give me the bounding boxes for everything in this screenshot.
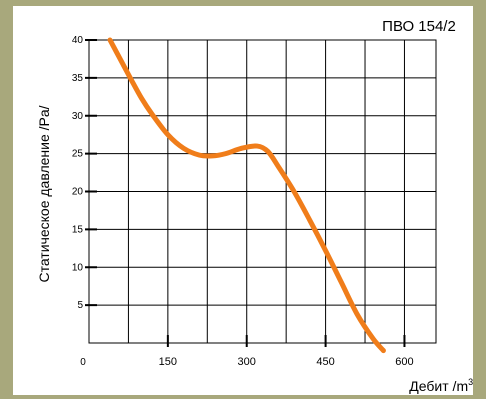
y-tick-label: 35	[72, 73, 84, 84]
chart-panel: 5 10 15 20 25 30 35 40 0 150 300 450 600 ПВО 154/2 С…	[13, 6, 473, 395]
y-tick-label: 25	[72, 149, 84, 160]
y-tick-label: 30	[72, 111, 84, 122]
chart-title: ПВО 154/2	[382, 18, 456, 35]
y-tick-label: 20	[72, 187, 84, 198]
x-tick-label: 0	[80, 357, 86, 368]
y-tick-label: 40	[72, 35, 84, 46]
x-tick-label: 600	[395, 356, 413, 368]
y-tick-label: 10	[72, 262, 84, 273]
x-tick-label: 450	[316, 356, 334, 368]
x-tick-label: 150	[159, 356, 177, 368]
y-axis-label: Статическое давление /Pa/	[36, 105, 52, 282]
y-tick-label: 15	[72, 224, 84, 235]
x-axis-label: Дебит /m3/h/	[409, 377, 473, 394]
pressure-flow-chart: 5 10 15 20 25 30 35 40 0 150 300 450 600 ПВО 154/2 С…	[36, 18, 473, 394]
series-line	[107, 37, 386, 354]
x-tick-label: 300	[238, 356, 256, 368]
y-tick-label: 5	[77, 300, 83, 311]
